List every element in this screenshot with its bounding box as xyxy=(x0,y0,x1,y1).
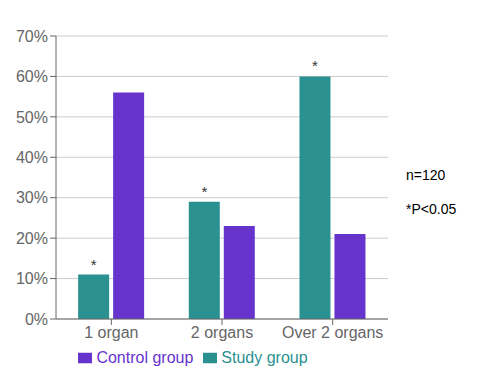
svg-text:1 organ: 1 organ xyxy=(84,324,138,341)
html-text:*P<0.05: *P<0.05 xyxy=(406,200,457,217)
svg-text:*: * xyxy=(201,182,207,199)
svg-text:40%: 40% xyxy=(16,148,48,165)
svg-text:70%: 70% xyxy=(16,27,48,44)
svg-text:Over 2 organs: Over 2 organs xyxy=(282,324,383,341)
svg-text:*: * xyxy=(91,255,97,272)
html-text:n=120: n=120 xyxy=(406,166,446,183)
html-text:Control group: Control group xyxy=(96,348,194,366)
svg-text:50%: 50% xyxy=(16,108,48,125)
svg-text:30%: 30% xyxy=(16,189,48,206)
svg-text:0%: 0% xyxy=(25,310,48,327)
svg-text:2 organs: 2 organs xyxy=(191,324,253,341)
svg-text:20%: 20% xyxy=(16,229,48,246)
svg-text:60%: 60% xyxy=(16,68,48,85)
html-text:Study group: Study group xyxy=(221,348,308,366)
svg-text:*: * xyxy=(312,57,318,74)
svg-text:10%: 10% xyxy=(16,270,48,287)
